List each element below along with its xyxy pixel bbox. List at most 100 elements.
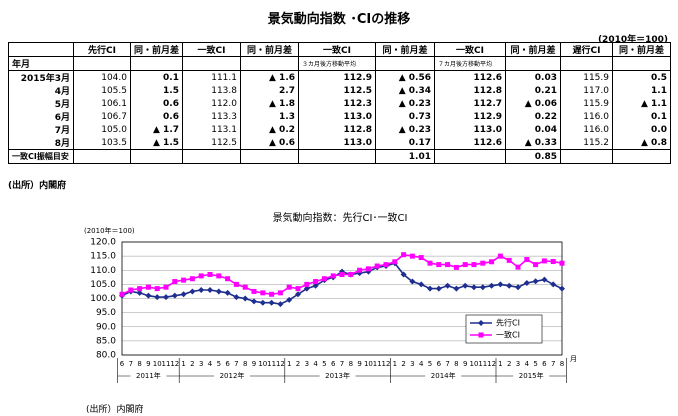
point [286,284,292,290]
x-tick-label: 3 [305,360,309,368]
x-tick-label: 5 [533,360,537,368]
x-tick-label: 11 [267,360,276,368]
point [436,262,442,268]
x-tick-label: 12 [170,360,179,368]
point [471,284,477,291]
x-tick-label: 7 [234,360,238,368]
year-label-bg [214,371,250,381]
point [524,257,530,263]
point [163,284,169,290]
x-tick-label: 7 [129,360,133,368]
x-tick-label: 9 [357,360,361,368]
year-label-bg [130,371,167,381]
point [480,260,486,266]
x-tick-label: 10 [258,360,267,368]
point [321,276,327,282]
year-label-bg [513,371,550,381]
cell [612,149,671,164]
x-tick-label: 4 [419,360,424,368]
x-tick-label: 6 [437,360,442,368]
x-tick-label: 3 [410,360,414,368]
data-row: 7月 105.0 ▲ 1.7 113.1 ▲ 0.2 112.8 ▲ 0.23 113.0 0.… [8,123,671,136]
point [313,279,319,285]
point [471,262,477,268]
point [251,288,257,294]
legend-label: 一致CI [496,330,520,340]
x-tick-label: 9 [463,360,467,368]
legend-box [465,314,543,344]
x-tick-label: 2 [507,360,511,368]
point [559,260,565,266]
x-tick-label: 1 [287,360,291,368]
point [312,282,319,289]
point [383,262,389,268]
point [189,288,196,295]
point [137,286,143,292]
x-tick-label: 5 [428,360,432,368]
point [136,289,143,296]
point [348,271,354,277]
point [145,284,151,290]
point [479,284,486,291]
point [401,252,407,258]
legend-marker [478,332,484,338]
x-tick-label: 8 [137,360,141,368]
point [304,281,310,287]
data-row: 6月 106.7 0.6 113.3 1.3 113.0 0.73 112.9 0.22 116.… [8,110,671,123]
point [260,290,266,296]
year-label-bg [425,371,462,381]
x-tick-label: 1 [393,360,397,368]
point [189,276,195,282]
point [233,281,239,287]
point [453,264,459,270]
point [286,296,293,303]
x-tick-label: 12 [487,360,496,368]
x-tick-label: 3 [516,360,520,368]
point [242,284,248,290]
x-tick-label: 4 [208,360,213,368]
cell: 0.1 [612,110,671,123]
point [215,288,222,295]
point [418,255,424,261]
point [224,289,231,296]
point [269,291,275,297]
point [303,285,310,292]
cell [612,56,671,71]
y-tick-label: 100.0 [90,294,116,304]
footer-label: 一致CI振幅目安 [8,149,74,164]
point [550,281,557,288]
x-tick-label: 4 [525,360,530,368]
data-row: 2015年3月 104.0 0.1 111.1 ▲ 1.6 112.9 ▲ 0.56 112.… [8,70,671,84]
point [427,260,433,266]
cell: 0.5 [612,70,671,84]
point [400,271,407,278]
point [251,298,257,305]
year-label: 2012年 [220,371,245,380]
unit: (2010年＝100) [597,35,668,45]
x-unit: 月 [570,355,577,363]
point [171,292,178,299]
x-tick-label: 6 [225,360,230,368]
point [207,287,213,294]
y-tick-label: 120.0 [90,238,116,248]
x-tick-label: 3 [199,360,203,368]
point [330,273,336,279]
x-tick-label: 6 [331,360,336,368]
x-tick-label: 1 [498,360,502,368]
y-tick-label: 105.0 [90,280,116,290]
y-tick-label: 115.0 [90,252,116,262]
point [295,286,301,292]
y-tick-label: 85.0 [96,336,116,346]
data-row: 4月 105.5 1.5 113.8 2.7 112.5 ▲ 0.34 112.8 0.21 11… [8,84,671,97]
point [435,285,442,292]
point [488,282,495,289]
point [462,262,468,268]
point [541,276,548,283]
point [506,257,512,263]
x-tick-label: 8 [243,360,247,368]
point [453,285,460,292]
x-tick-label: 5 [322,360,326,368]
point [409,253,415,259]
point [392,259,398,265]
